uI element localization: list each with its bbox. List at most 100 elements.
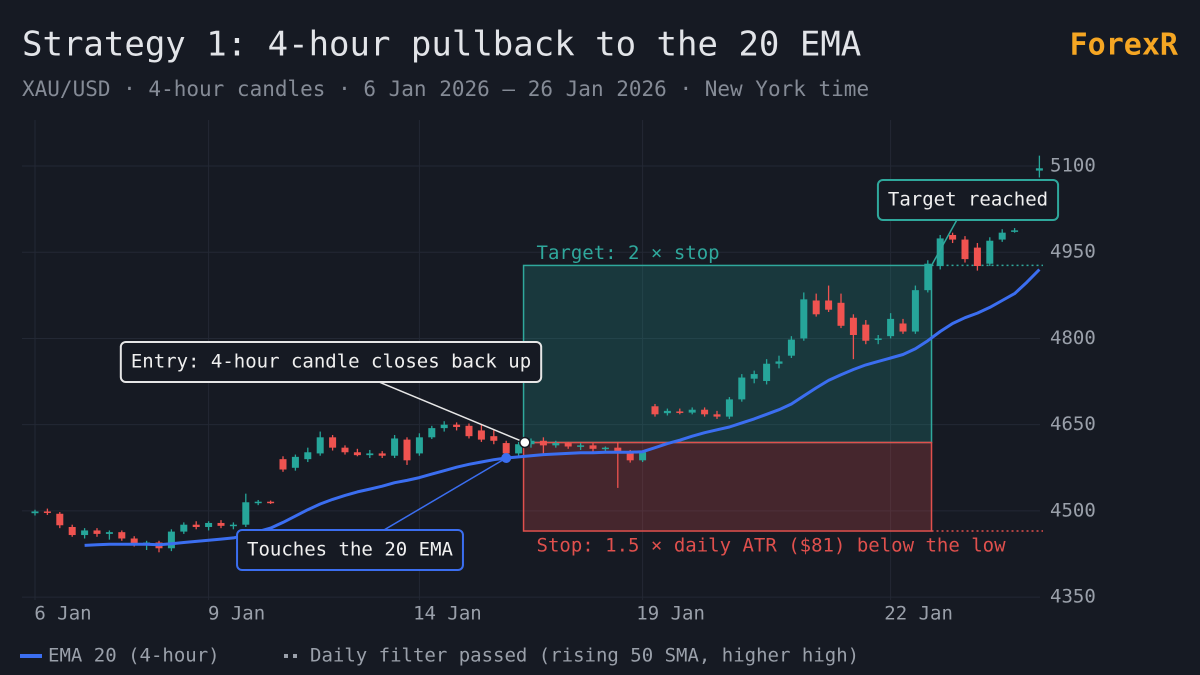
y-tick-label: 4350 [1050,586,1096,608]
candle-body [316,437,324,454]
candle-body [229,524,237,527]
candle-body [825,300,833,310]
candle-body [701,409,709,415]
candle-body [341,447,349,453]
entry-callout: Entry: 4-hour candle closes back up [131,351,531,373]
candle-body [1011,230,1019,232]
candle-body [279,459,287,470]
y-tick-label: 4800 [1050,327,1096,349]
candle-body [725,399,733,417]
candle-body [440,424,448,429]
candle-body [217,522,225,526]
touch-callout-box [236,529,464,571]
candle-body [973,247,981,267]
candle-body [899,323,907,332]
candle-body [130,538,138,545]
candle-body [353,452,361,456]
candle-body [862,324,870,341]
target-callout: Target reached [888,189,1048,211]
candle-body [378,453,386,456]
candle-body [539,440,547,446]
x-tick-label: 22 Jan [884,603,953,625]
candle-body [986,240,994,264]
candle-body [787,339,795,356]
candle-body [626,453,634,461]
candle-body [589,445,597,449]
candle-body [391,438,399,456]
candle-body [961,239,969,260]
candle-body [924,263,932,291]
chart-title: Strategy 1: 4-hour pullback to the 20 EM… [22,25,861,65]
candle-body [490,436,498,441]
candle-body [775,361,783,364]
candle-body [800,299,808,339]
x-tick-label: 6 Jan [34,603,91,625]
candle-body [601,447,609,450]
candle-body [750,374,758,379]
entry-dot [519,436,531,449]
candle-body [663,410,671,414]
candle-body [676,411,684,413]
legend-label: EMA 20 (4-hour) [48,645,220,667]
candle-body [428,428,436,438]
y-tick-label: 4950 [1050,241,1096,263]
candle-body [105,532,113,534]
chart-subtitle: XAU/USD · 4-hour candles · 6 Jan 2026 – … [22,77,869,101]
entry-callout-box [119,341,543,383]
candle-body [639,452,647,461]
candle-body [254,501,262,504]
candle-body [291,456,299,468]
candle-body [180,524,188,532]
target-callout-box [876,179,1060,221]
stop-zone [522,441,933,532]
candle-body [304,452,312,460]
candle-body [242,502,250,525]
candle-body [887,318,895,337]
candle-body [329,437,337,448]
candle-body [837,302,845,326]
touch-callout: Touches the 20 EMA [247,539,453,561]
candle-body [502,443,510,454]
candle-body [415,437,423,454]
x-tick-label: 9 Jan [208,603,265,625]
stop-label: Stop: 1.5 × daily ATR ($81) below the lo… [537,535,1007,557]
candle-body [453,424,461,427]
candle-body [577,445,585,447]
candle-body [167,531,175,549]
candle-body [43,511,51,513]
candle-body [403,439,411,461]
y-tick-label: 4500 [1050,499,1096,521]
candle-body [738,377,746,400]
candle-body [192,524,200,527]
candle-body [713,414,721,417]
candle-body [552,443,560,446]
brand: ForexR [1070,28,1179,63]
y-tick-label: 4650 [1050,413,1096,435]
candle-body [31,511,39,514]
candle-body [949,234,957,240]
candle-body [998,232,1006,240]
candle-body [688,409,696,413]
candle-body [564,443,572,447]
candle-body [1035,168,1043,171]
candle-body [366,453,374,456]
candle-body [56,513,64,526]
candle-body [477,430,485,440]
candle-body [93,530,101,534]
y-tick-label: 5100 [1050,154,1096,176]
candle-body [849,317,857,335]
candle-body [911,290,919,332]
candle-body [614,447,622,454]
candle-body [267,501,275,504]
candle-body [68,526,76,536]
candle-body [527,440,535,445]
candle-body [205,522,213,527]
candle-body [763,363,771,381]
candle-body [465,425,473,437]
candle-body [936,238,944,267]
x-tick-label: 19 Jan [636,603,705,625]
candle-body [651,406,659,415]
candle-body [118,532,126,539]
